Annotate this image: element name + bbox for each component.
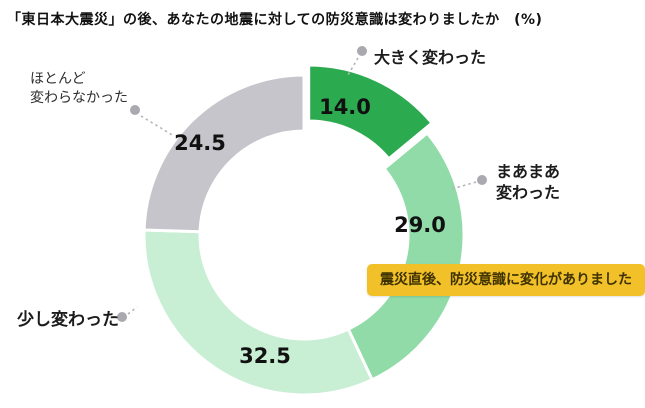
donut-segment-2	[142, 228, 375, 397]
segment-value-1: 29.0	[394, 213, 446, 237]
donut-segment-0	[307, 63, 435, 161]
segment-value-3: 24.5	[174, 131, 226, 155]
segment-label-1-line: 変わった	[496, 183, 561, 202]
leader-line-1	[451, 181, 477, 190]
chart-title: 「東日本大震災」の後、あなたの地震に対しての防災意識は変わりましたか (%)	[7, 12, 543, 28]
segment-label-1-line: まあまあ	[496, 162, 561, 181]
leader-dot-1	[477, 175, 487, 185]
leader-line-2	[127, 306, 138, 315]
segment-label-3: ほとんど 変わらなかった	[30, 70, 128, 108]
leader-dot-3	[130, 105, 140, 115]
segment-label-0: 大きく変わった	[374, 44, 486, 68]
donut-segment-3	[142, 73, 306, 234]
leader-dot-0	[357, 46, 367, 56]
segment-label-0-line: 大きく変わった	[374, 48, 487, 67]
segment-label-2-line: 少し変わった	[17, 310, 119, 330]
leader-dot-2	[117, 312, 127, 322]
segment-label-3-line: 変わらなかった	[30, 90, 128, 106]
leader-line-3	[140, 115, 175, 137]
segment-value-0: 14.0	[319, 95, 371, 119]
donut-segment-1	[346, 130, 466, 382]
segment-label-1: まあまあ 変わった	[496, 161, 560, 203]
segment-value-2: 32.5	[239, 344, 291, 368]
callout-badge: 震災直後、防災意識に変化がありました	[367, 264, 645, 296]
segment-label-2: 少し変わった	[17, 305, 119, 330]
segment-label-3-line: ほとんど	[30, 71, 86, 87]
